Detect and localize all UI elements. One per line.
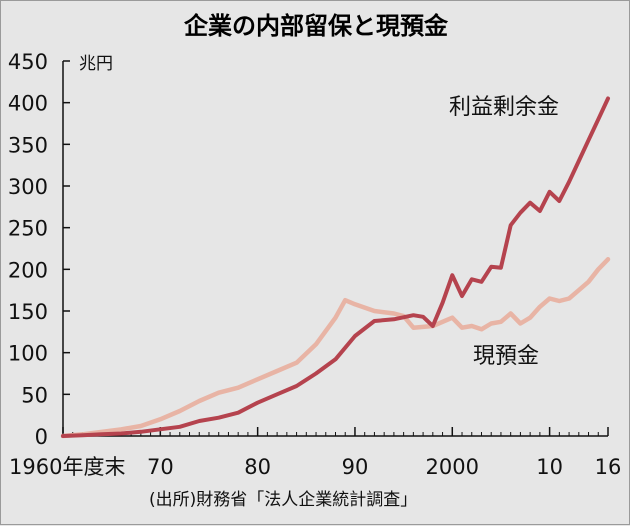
x-tick-label: 80 <box>244 455 271 479</box>
y-axis-unit: 兆円 <box>79 54 113 74</box>
y-tick-label: 150 <box>8 300 48 324</box>
y-tick-label: 450 <box>8 50 48 74</box>
x-tick-label: 70 <box>147 455 174 479</box>
y-tick-label: 400 <box>8 92 48 116</box>
x-tick-label: 10 <box>536 455 563 479</box>
series-label-cash-deposits: 現預金 <box>473 344 539 369</box>
x-axis: 1960年度末 70 80 90 2000 10 16 <box>9 427 621 479</box>
y-tick-label: 350 <box>8 133 48 157</box>
y-tick-label: 100 <box>8 342 48 366</box>
x-tick-label: 16 <box>595 455 622 479</box>
series-lines <box>60 96 611 439</box>
x-tick-label: 90 <box>342 455 369 479</box>
y-tick-label: 300 <box>8 175 48 199</box>
y-axis: 0 50 100 150 200 250 300 350 400 450 <box>8 50 70 449</box>
line-retained-earnings <box>61 96 610 438</box>
x-tick-label: 2000 <box>426 455 479 479</box>
y-tick-label: 200 <box>8 258 48 282</box>
source-note: (出所)財務省「法人企業統計調査」 <box>149 490 417 510</box>
y-tick-label: 0 <box>35 425 48 449</box>
chart-title: 企業の内部留保と現預金 <box>184 12 449 40</box>
y-tick-label: 250 <box>8 217 48 241</box>
series-label-retained-earnings: 利益剰余金 <box>449 95 559 120</box>
y-tick-label: 50 <box>21 383 48 407</box>
x-tick-label: 1960年度末 <box>9 455 125 479</box>
